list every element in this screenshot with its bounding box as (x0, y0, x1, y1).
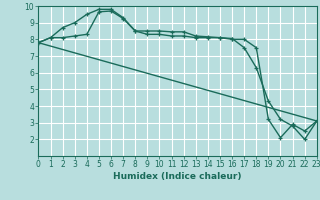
X-axis label: Humidex (Indice chaleur): Humidex (Indice chaleur) (113, 172, 242, 181)
